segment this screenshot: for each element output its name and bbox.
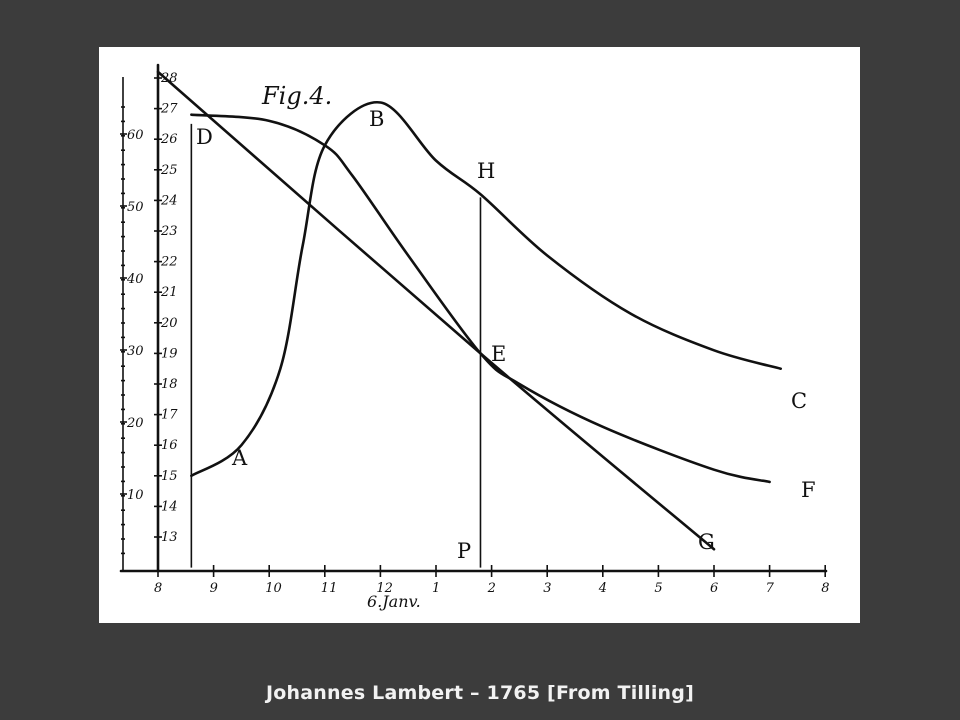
curves: [156, 70, 783, 568]
outer-y-tick-label: 10: [127, 488, 144, 503]
x-tick-label: 8: [821, 581, 829, 596]
point-label-a: A: [231, 446, 248, 470]
point-label-p: P: [457, 539, 471, 563]
point-label-h: H: [477, 159, 495, 183]
outer-y-tick-label: 50: [127, 200, 144, 215]
inner-y-tick-label: 24: [160, 193, 178, 208]
figure-number-label: Fig.4.: [261, 82, 332, 110]
outer-y-tick-label: 20: [126, 416, 144, 431]
inner-y-tick-label: 23: [160, 224, 178, 239]
outer-y-tick-label: 60: [127, 128, 144, 143]
x-tick-label: 5: [654, 581, 662, 596]
x-tick-label: 4: [598, 581, 607, 596]
x-tick-label: 10: [265, 581, 282, 596]
inner-y-tick-label: 28: [160, 71, 178, 86]
x-tick-label: 3: [543, 581, 551, 596]
line-g: [156, 70, 716, 551]
point-label-c: C: [791, 389, 807, 413]
point-label-f: F: [801, 478, 816, 502]
x-tick-label: 9: [210, 581, 218, 596]
inner-y-tick-label: 27: [160, 102, 178, 117]
outer-y-tick-label: 40: [126, 272, 144, 287]
inner-y-tick-label: 20: [160, 316, 178, 331]
x-tick-label: 11: [321, 581, 338, 596]
x-tick-label: 2: [487, 581, 496, 596]
inner-y-tick-label: 15: [161, 469, 178, 484]
x-tick-label: 12: [376, 581, 393, 596]
date-label: 6.Janv.: [367, 592, 421, 611]
inner-y-tick-label: 16: [161, 438, 178, 453]
curve-d-e-f: [190, 113, 771, 484]
inner-y-tick-label: 19: [161, 346, 178, 361]
lambert-figure: 8 9 10 11 12 1 2 3 4 5 6 7 8 13 14 15 16 17 18 19 20 21 22 23 24…: [99, 47, 860, 623]
inner-y-tick-label: 22: [160, 255, 178, 270]
chart-canvas: 8 9 10 11 12 1 2 3 4 5 6 7 8131415161718192021222324…: [119, 63, 829, 611]
point-label-d: D: [196, 125, 213, 149]
outer-y-tick-label: 30: [127, 344, 144, 359]
ticks: 8 9 10 11 12 1 2 3 4 5 6 7 8131415161718192021222324…: [120, 71, 829, 596]
inner-y-tick-label: 26: [160, 132, 178, 147]
inner-y-tick-label: 25: [160, 163, 178, 178]
inner-y-tick-label: 18: [161, 377, 178, 392]
inner-y-tick-label: 21: [160, 285, 178, 300]
point-label-g: G: [698, 530, 715, 554]
inner-y-tick-label: 17: [161, 408, 178, 423]
point-labels: A B C D E F G H P: [196, 107, 816, 563]
x-tick-label: 7: [766, 581, 775, 596]
x-tick-label: 6: [710, 581, 718, 596]
inner-y-tick-label: 13: [161, 530, 178, 545]
point-label-b: B: [369, 107, 384, 131]
x-tick-label: 1: [432, 581, 440, 596]
slide-caption: Johannes Lambert – 1765 [From Tilling]: [266, 682, 694, 704]
point-label-e: E: [491, 342, 506, 366]
x-tick-label: 8: [154, 581, 162, 596]
axes: [119, 63, 828, 573]
inner-y-tick-label: 14: [161, 499, 178, 514]
curve-a-b-c: [190, 101, 783, 478]
